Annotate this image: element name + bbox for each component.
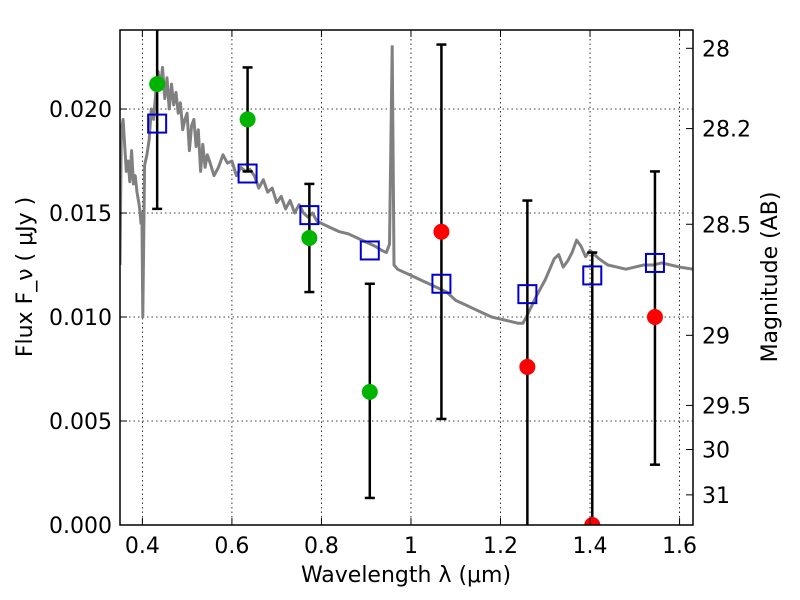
y-axis: 0.000 0.005 0.010 0.015 0.020: [49, 98, 127, 539]
model-square: [237, 163, 258, 184]
right-axis: 28 28.2 28.5 29 29.5 30 31: [686, 37, 751, 509]
y-tick-label: 0.000: [49, 514, 112, 539]
right-tick-label: 28.5: [702, 213, 751, 238]
y-tick-label: 0.005: [49, 410, 112, 435]
model-square: [147, 113, 168, 134]
upper-limit-points: [433, 223, 663, 525]
x-tick-label: 1.6: [662, 534, 697, 559]
model-squares: [147, 113, 665, 305]
x-tick-label: 1.4: [573, 534, 608, 559]
upper-limit-point: [646, 309, 663, 326]
right-tick-label: 29: [702, 324, 730, 349]
y-tick-label: 0.015: [49, 202, 112, 227]
right-tick-label: 30: [702, 439, 730, 464]
right-axis-label: Magnitude (AB): [758, 192, 783, 363]
model-square: [299, 205, 320, 226]
upper-limit-point: [584, 517, 601, 525]
x-tick-label: 0.4: [125, 534, 160, 559]
x-axis-label: Wavelength λ (μm): [301, 563, 511, 588]
right-tick-label: 31: [702, 484, 730, 509]
plot-frame: [119, 29, 694, 526]
x-tick-label: 0.6: [214, 534, 249, 559]
model-square: [431, 273, 452, 294]
detection-point: [301, 229, 318, 246]
upper-limit-point: [519, 358, 536, 375]
model-square: [517, 284, 538, 305]
y-axis-label: Flux F_ν ( μJy ): [13, 197, 38, 357]
right-tick-label: 28: [702, 37, 730, 62]
upper-limit-point: [433, 223, 450, 240]
model-square: [644, 252, 665, 273]
plot-background: [120, 30, 693, 525]
detection-point: [149, 76, 166, 93]
model-square: [359, 240, 380, 261]
x-tick-label: 1: [404, 534, 418, 559]
x-tick-label: 0.8: [304, 534, 339, 559]
right-tick-label: 28.2: [702, 118, 751, 143]
x-tick-label: 1.2: [483, 534, 518, 559]
right-tick-label: 29.5: [702, 394, 751, 419]
y-tick-label: 0.020: [49, 98, 112, 123]
detection-points: [149, 76, 378, 400]
model-square: [582, 265, 603, 286]
detection-point: [239, 111, 256, 128]
detection-point: [361, 383, 378, 400]
x-axis: 0.4 0.6 0.8 1 1.2 1.4 1.6: [125, 30, 697, 559]
y-tick-label: 0.010: [49, 306, 112, 331]
